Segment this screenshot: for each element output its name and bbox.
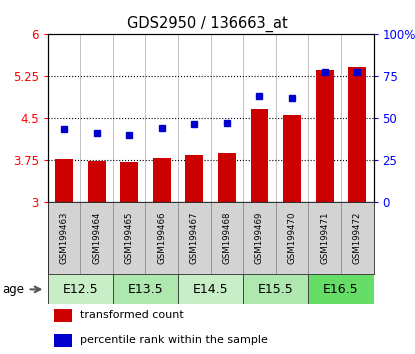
Bar <box>54 309 72 322</box>
Text: GSM199468: GSM199468 <box>222 212 232 264</box>
Text: GSM199465: GSM199465 <box>124 212 134 264</box>
Bar <box>54 334 72 347</box>
Bar <box>48 202 81 274</box>
Bar <box>276 202 308 274</box>
Bar <box>308 274 374 304</box>
Text: age: age <box>2 283 24 296</box>
Bar <box>348 67 366 202</box>
Bar <box>113 274 178 304</box>
Bar <box>186 155 203 202</box>
Bar <box>153 158 171 202</box>
Bar <box>178 202 211 274</box>
Bar <box>218 153 236 202</box>
Text: E14.5: E14.5 <box>193 283 228 296</box>
Bar <box>341 202 374 274</box>
Text: GDS2950 / 136663_at: GDS2950 / 136663_at <box>127 16 288 32</box>
Bar <box>81 202 113 274</box>
Bar <box>316 69 334 202</box>
Text: E15.5: E15.5 <box>258 283 294 296</box>
Bar <box>283 115 301 202</box>
Text: GSM199470: GSM199470 <box>288 212 297 264</box>
Bar <box>251 109 269 202</box>
Text: transformed count: transformed count <box>81 310 184 320</box>
Bar <box>120 162 138 202</box>
Text: GSM199466: GSM199466 <box>157 212 166 264</box>
Text: E13.5: E13.5 <box>128 283 163 296</box>
Bar <box>243 202 276 274</box>
Text: GSM199469: GSM199469 <box>255 212 264 264</box>
Bar <box>48 274 113 304</box>
Text: GSM199471: GSM199471 <box>320 212 329 264</box>
Bar <box>113 202 146 274</box>
Text: percentile rank within the sample: percentile rank within the sample <box>81 335 268 346</box>
Text: GSM199472: GSM199472 <box>353 212 362 264</box>
Text: E16.5: E16.5 <box>323 283 359 296</box>
Bar <box>211 202 243 274</box>
Bar <box>146 202 178 274</box>
Text: E12.5: E12.5 <box>63 283 98 296</box>
Text: GSM199467: GSM199467 <box>190 212 199 264</box>
Bar <box>308 202 341 274</box>
Bar <box>88 161 105 202</box>
Bar <box>243 274 308 304</box>
Text: GSM199463: GSM199463 <box>59 212 68 264</box>
Bar <box>55 159 73 202</box>
Bar <box>178 274 243 304</box>
Text: GSM199464: GSM199464 <box>92 212 101 264</box>
